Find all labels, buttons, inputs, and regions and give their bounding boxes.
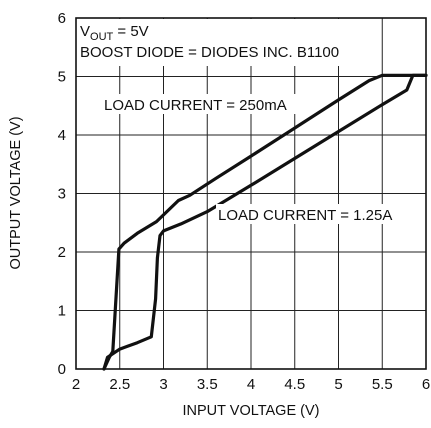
load-current-1-25a-label: LOAD CURRENT = 1.25A bbox=[218, 207, 392, 224]
y-tick-label: 0 bbox=[58, 361, 66, 378]
grid bbox=[76, 18, 426, 369]
x-tick-label: 5.5 bbox=[372, 376, 393, 393]
series-line-2 bbox=[102, 73, 428, 371]
y-tick-label: 2 bbox=[58, 244, 66, 261]
x-axis-tick-labels: 2 2.5 3 3.5 4 4.5 5 5.5 6 bbox=[72, 376, 430, 393]
x-tick-label: 6 bbox=[422, 376, 430, 393]
series-lines bbox=[102, 73, 428, 371]
annotation-background bbox=[77, 19, 374, 66]
y-axis-tick-labels: 0 1 2 3 4 5 6 bbox=[58, 10, 66, 378]
x-tick-label: 2 bbox=[72, 376, 80, 393]
plot-frame bbox=[75, 17, 427, 370]
vout-annotation: VOUT = 5V bbox=[80, 23, 149, 43]
y-tick-label: 5 bbox=[58, 69, 66, 86]
x-tick-label: 4.5 bbox=[284, 376, 305, 393]
x-tick-label: 4 bbox=[247, 376, 255, 393]
x-tick-label: 3 bbox=[159, 376, 167, 393]
series-line-1 bbox=[102, 73, 428, 371]
boost-diode-annotation: BOOST DIODE = DIODES INC. B1100 bbox=[80, 44, 339, 61]
x-tick-label: 3.5 bbox=[197, 376, 218, 393]
load-125-label-background bbox=[216, 204, 403, 224]
y-tick-label: 3 bbox=[58, 186, 66, 203]
x-tick-label: 2.5 bbox=[109, 376, 130, 393]
y-axis-label: OUTPUT VOLTAGE (V) bbox=[8, 116, 24, 269]
load-current-250ma-label: LOAD CURRENT = 250mA bbox=[104, 97, 287, 114]
x-tick-label: 5 bbox=[334, 376, 342, 393]
y-tick-label: 1 bbox=[58, 303, 66, 320]
y-tick-label: 4 bbox=[58, 127, 66, 144]
load-250-label-background bbox=[101, 94, 304, 114]
x-axis-label: INPUT VOLTAGE (V) bbox=[183, 403, 320, 419]
y-tick-label: 6 bbox=[58, 10, 66, 27]
